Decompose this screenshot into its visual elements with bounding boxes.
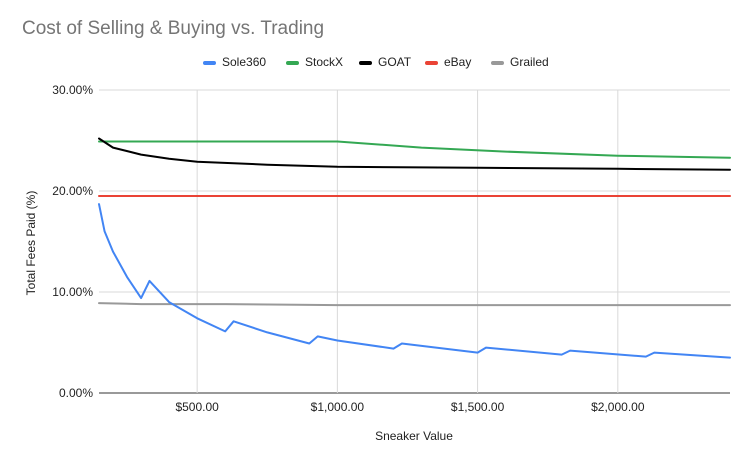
- legend-label-stockx: StockX: [305, 55, 344, 69]
- legend-item-sole360[interactable]: Sole360: [203, 55, 266, 69]
- legend-swatch-ebay: [425, 60, 438, 65]
- series-line-goat: [98, 137, 731, 171]
- x-tick-label: $1,500.00: [451, 400, 505, 414]
- y-tick-label: 0.00%: [59, 386, 93, 400]
- legend-swatch-stockx: [286, 60, 299, 65]
- legend: Sole360 StockX GOAT eBay Grailed: [0, 55, 753, 71]
- series-line-stockx: [98, 140, 731, 159]
- x-tick-label: $2,000.00: [591, 400, 645, 414]
- legend-label-grailed: Grailed: [510, 55, 549, 69]
- legend-swatch-grailed: [491, 60, 504, 65]
- series-lines: [98, 137, 731, 359]
- y-axis-title: Total Fees Paid (%): [24, 191, 38, 296]
- legend-item-stockx[interactable]: StockX: [286, 55, 343, 69]
- legend-swatch-goat: [359, 60, 372, 65]
- tick-labels: 0.00% 10.00% 20.00% 30.00% $500.00 $1,000.00 $…: [52, 83, 645, 414]
- legend-swatch-sole360: [203, 60, 216, 65]
- chart-title: Cost of Selling & Buying vs. Trading: [22, 18, 325, 39]
- legend-item-goat[interactable]: GOAT: [359, 55, 411, 69]
- legend-label-ebay: eBay: [444, 55, 472, 69]
- series-line-grailed: [98, 302, 731, 307]
- y-tick-label: 10.00%: [52, 285, 93, 299]
- y-tick-label: 20.00%: [52, 184, 93, 198]
- legend-label-goat: GOAT: [378, 55, 412, 69]
- x-tick-label: $1,000.00: [311, 400, 365, 414]
- series-line-sole360: [98, 203, 731, 359]
- x-tick-label: $500.00: [175, 400, 219, 414]
- legend-item-grailed[interactable]: Grailed: [491, 55, 549, 69]
- x-axis-title: Sneaker Value: [375, 429, 453, 443]
- grid: [99, 89, 730, 394]
- legend-label-sole360: Sole360: [222, 55, 267, 69]
- legend-item-ebay[interactable]: eBay: [425, 55, 471, 69]
- y-tick-label: 30.00%: [52, 83, 93, 97]
